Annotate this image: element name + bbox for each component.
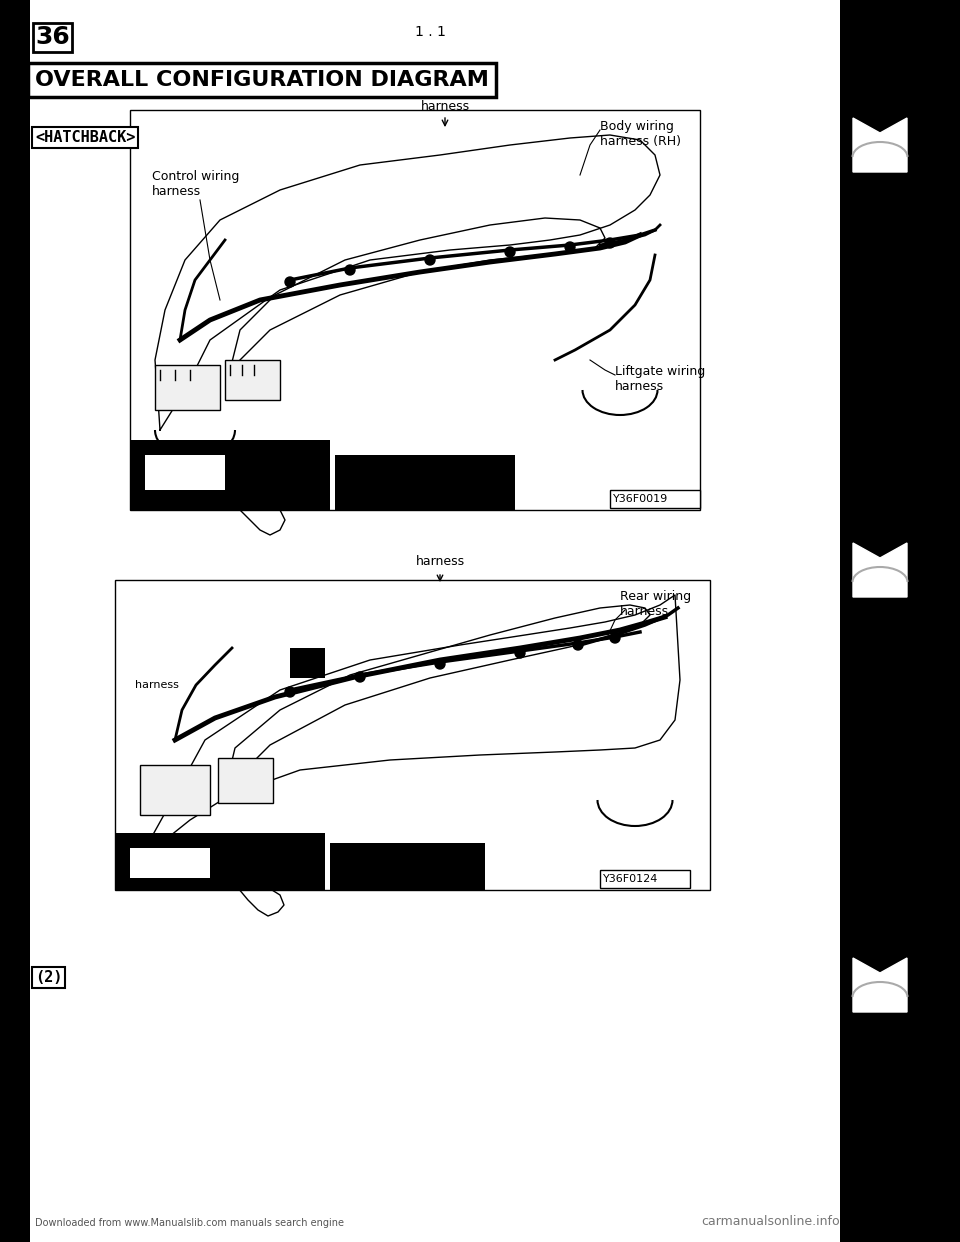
Bar (335, 455, 515, 510)
Bar (145, 455, 225, 491)
Bar (840, 0, 960, 1242)
Circle shape (285, 687, 295, 697)
Circle shape (565, 242, 575, 252)
Circle shape (285, 277, 295, 287)
Text: 36: 36 (35, 25, 70, 48)
Text: OVERALL CONFIGURATION DIAGRAM: OVERALL CONFIGURATION DIAGRAM (35, 70, 489, 89)
Polygon shape (853, 118, 907, 171)
Circle shape (505, 247, 515, 257)
Bar (115, 580, 710, 891)
Text: (2): (2) (35, 970, 62, 985)
Bar (600, 869, 690, 888)
Text: carmanualsonline.info: carmanualsonline.info (702, 1215, 840, 1228)
Bar (115, 833, 325, 891)
Bar (290, 648, 325, 678)
Circle shape (425, 255, 435, 265)
Bar (0, 0, 30, 1242)
Text: Rear wiring
harness: Rear wiring harness (620, 590, 691, 619)
Text: 1 . 1: 1 . 1 (415, 25, 445, 39)
Circle shape (435, 660, 445, 669)
Bar (30, 20, 90, 58)
Bar (130, 848, 210, 878)
Bar (330, 843, 485, 891)
Text: harness: harness (135, 681, 179, 691)
Circle shape (610, 633, 620, 643)
Bar (140, 765, 210, 815)
Bar (130, 111, 700, 510)
Bar (130, 440, 330, 510)
Circle shape (515, 648, 525, 658)
Circle shape (573, 640, 583, 650)
Text: Control wiring
harness: Control wiring harness (152, 170, 239, 197)
Polygon shape (853, 958, 907, 1012)
Text: <HATCHBACK>: <HATCHBACK> (35, 130, 135, 145)
Bar (225, 360, 280, 400)
Bar (218, 758, 273, 804)
Text: harness: harness (420, 101, 469, 113)
Text: Y36F0019: Y36F0019 (613, 494, 668, 504)
Text: Body wiring: Body wiring (360, 859, 434, 873)
Bar (610, 491, 700, 508)
Circle shape (355, 672, 365, 682)
Text: Y36F0124: Y36F0124 (603, 874, 659, 884)
Polygon shape (853, 543, 907, 597)
Circle shape (345, 265, 355, 274)
Bar (155, 365, 220, 410)
Circle shape (605, 238, 615, 248)
Text: Liftgate wiring
harness: Liftgate wiring harness (615, 365, 706, 392)
Text: harness: harness (416, 555, 465, 568)
Text: Body wiring
harness (RH): Body wiring harness (RH) (600, 120, 681, 148)
Text: Downloaded from www.Manualslib.com manuals search engine: Downloaded from www.Manualslib.com manua… (35, 1218, 344, 1228)
